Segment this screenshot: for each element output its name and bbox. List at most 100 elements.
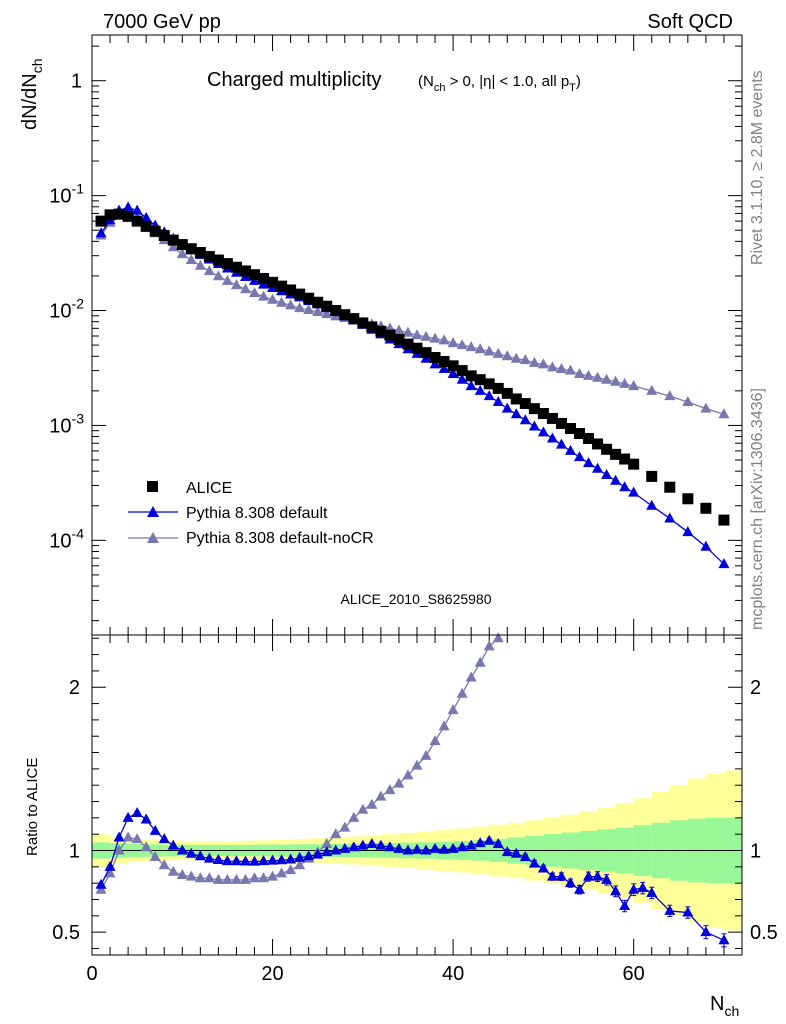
main-point [528,356,540,367]
main-point [194,246,206,258]
ratio-point [447,704,459,715]
ratio-point [230,873,242,884]
ratio-point [276,854,288,865]
main-title: Charged multiplicity [207,69,382,91]
legend-label-nocr: Pythia 8.308 default-noCR [186,530,374,547]
main-point [276,280,288,292]
ratio-point [339,842,351,853]
ratio-point [601,873,613,884]
ratio-point [465,671,477,682]
main-series-group [95,201,730,569]
main-point [194,259,206,270]
ratio-point [167,839,179,850]
main-point [456,365,468,377]
main-point [664,390,676,401]
ratio-point [230,855,242,866]
main-point [465,370,477,382]
main-point [285,284,297,296]
ratio-point [294,851,306,862]
main-point [131,215,143,227]
ratio-point [285,853,297,864]
main-point [564,444,576,455]
watermark: ALICE_2010_S8625980 [340,591,491,607]
main-point [610,474,622,485]
ratio-point [420,844,432,855]
main-point [176,248,188,259]
main-point [402,338,414,350]
ratio-point [456,841,468,852]
main-point [429,332,441,343]
main-point [122,201,134,212]
ratio-point [176,844,188,855]
ratio-point [637,882,649,893]
ratio-point [303,850,315,861]
ratio-point [221,855,233,866]
main-point [510,408,522,419]
main-point [258,272,270,284]
side-label-bottom: mcplots.cern.ch [arXiv:1306.3436] [749,388,766,630]
main-point [510,393,522,405]
main-point [583,432,595,444]
main-point [537,358,549,369]
ratio-plot-frame [91,634,743,956]
ratio-point [456,687,468,698]
main-point [167,234,179,246]
ratio-point [700,926,712,937]
ratio-point [537,862,549,873]
main-point [312,306,324,317]
main-point [528,403,540,415]
main-point [555,417,567,429]
ratio-point [366,798,378,809]
ratio-point [718,934,730,945]
ratio-point [348,841,360,852]
ratio-ytick-label-right: 2 [750,677,761,699]
main-point [546,361,558,372]
ratio-point [212,873,224,884]
ratio-point [176,869,188,879]
main-point [700,540,712,551]
main-point [131,204,143,215]
main-point [239,265,251,277]
ratio-point [583,870,595,881]
ratio-point [212,853,224,864]
main-point [212,270,224,281]
ratio-point [221,873,233,884]
ratio-point [393,842,405,853]
main-point [628,486,640,497]
ratio-point [285,864,297,875]
main-point [664,481,676,493]
main-point [465,380,477,391]
main-point [519,414,531,425]
main-point [149,225,161,237]
main-ytick-label: 10-1 [49,181,84,208]
main-point [420,330,432,341]
main-point [664,512,676,523]
main-point [447,337,459,348]
ratio-ytick-label: 2 [69,677,80,699]
main-point [718,558,730,569]
ratio-point [519,851,531,862]
main-point [285,299,297,310]
main-point [501,402,513,413]
main-point [583,457,595,468]
ratio-point [149,824,161,835]
main-point [203,265,215,276]
legend: ALICE Pythia 8.308 default Pythia 8.308 … [128,480,374,547]
main-axis-ticks: 10-4 10-3 10-2 10-1 1 [49,35,742,635]
ratio-uncertainty-bands [92,770,743,931]
main-point [682,493,694,505]
main-ytick-label: 10-2 [49,296,84,323]
header-left: 7000 GeV pp [103,11,221,33]
ratio-ytick-label: 1 [69,841,80,863]
main-point [610,448,622,460]
ratio-point [393,777,405,788]
ratio-point [474,837,486,848]
main-point [185,243,197,255]
main-ytick-label: 10-3 [49,410,84,437]
main-point [601,373,613,384]
main-point [321,308,333,319]
ratio-point [239,873,251,884]
main-title-sub: (Nch > 0, |η| < 1.0, all pT) [418,73,581,94]
main-point [357,317,369,329]
main-point [447,360,459,372]
